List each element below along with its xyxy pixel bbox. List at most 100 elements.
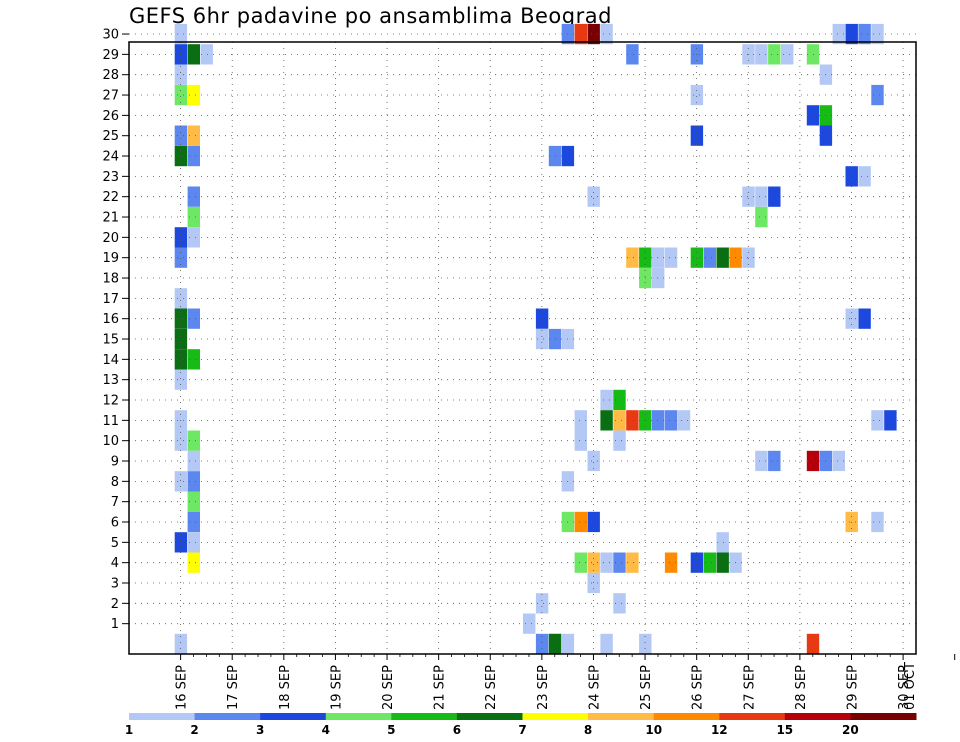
heatmap-cell	[716, 552, 729, 573]
heatmap-cell	[600, 552, 613, 573]
x-tick-label: 17 SEP	[226, 665, 241, 710]
heatmap-cell	[613, 593, 626, 614]
heatmap-cell	[187, 349, 200, 370]
heatmap-cell	[755, 186, 768, 207]
y-tick-label: 6	[111, 516, 119, 531]
heatmap-cell	[187, 125, 200, 146]
heatmap-cell	[716, 247, 729, 268]
heatmap-cell	[587, 552, 600, 573]
x-tick-label: 28 SEP	[794, 665, 809, 710]
heatmap-cell	[690, 125, 704, 146]
colorbar-swatch	[456, 713, 523, 720]
y-tick-label: 25	[102, 129, 119, 144]
heatmap-cell	[755, 206, 768, 228]
y-tick-label: 9	[111, 455, 119, 470]
y-tick-label: 27	[102, 89, 119, 104]
heatmap-cell	[187, 44, 200, 65]
heatmap-cell	[587, 450, 600, 472]
heatmap-cell	[677, 410, 691, 431]
x-tick-label: 30 SEP	[897, 665, 912, 710]
heatmap-cell	[174, 349, 188, 370]
heatmap-cell	[587, 23, 600, 45]
y-tick-label: 28	[102, 68, 119, 83]
heatmap-cell	[174, 247, 188, 268]
heatmap-cell	[884, 410, 897, 431]
colorbar-swatch	[719, 713, 786, 720]
heatmap-cell	[626, 410, 639, 431]
heatmap-cell	[613, 430, 626, 451]
heatmap-cell	[174, 633, 188, 655]
heatmap-cell	[600, 389, 613, 411]
colorbar-swatch	[260, 713, 327, 720]
heatmap-cell	[187, 471, 200, 492]
colorbar-label: 1	[125, 723, 133, 737]
y-tick-label: 19	[102, 251, 119, 266]
colorbar-label: 20	[842, 723, 859, 737]
y-tick-label: 2	[111, 597, 119, 612]
colorbar-label: 3	[256, 723, 264, 737]
heatmap-cell	[187, 532, 200, 553]
x-tick-label: 23 SEP	[536, 665, 551, 710]
heatmap-cell	[187, 308, 200, 329]
y-tick-label: 20	[102, 231, 119, 246]
heatmap-cell	[574, 430, 587, 451]
heatmap-cell	[574, 410, 587, 431]
heatmap-cell	[664, 247, 678, 268]
heatmap-cell	[174, 64, 188, 85]
heatmap-cell	[174, 328, 188, 350]
y-tick-label: 21	[102, 211, 119, 226]
heatmap-cell	[845, 511, 858, 533]
colorbar-label: 12	[711, 723, 728, 737]
heatmap-cell	[716, 532, 729, 553]
heatmap-cell	[548, 633, 562, 655]
heatmap-cell	[703, 247, 716, 268]
heatmap-cell	[174, 23, 188, 45]
x-tick-label: 27 SEP	[742, 665, 757, 710]
x-tick-label: 29 SEP	[845, 665, 860, 710]
heatmap-cell	[187, 206, 200, 228]
heatmap-cell	[574, 552, 587, 573]
heatmap-cell	[613, 389, 626, 411]
y-tick-label: 10	[102, 434, 119, 449]
x-tick-label: 16 SEP	[175, 665, 190, 710]
y-tick-label: 14	[102, 353, 119, 368]
heatmap-cell	[187, 450, 200, 472]
colorbar-label: 4	[322, 723, 330, 737]
colorbar-label: 5	[387, 723, 395, 737]
heatmap-cell	[858, 23, 871, 45]
x-tick-label: 21 SEP	[433, 665, 448, 710]
y-tick-label: 29	[102, 48, 119, 63]
y-tick-label: 24	[102, 150, 119, 165]
colorbar-swatch	[129, 713, 196, 720]
colorbar-swatch	[850, 713, 917, 720]
heatmap-cell	[768, 44, 781, 65]
heatmap-cell	[174, 84, 188, 106]
heatmap-cell	[574, 511, 587, 533]
y-tick-label: 22	[102, 190, 119, 205]
heatmap-cell	[845, 23, 858, 45]
heatmap-cell	[187, 145, 200, 167]
x-tick-label: 01 OCT	[903, 662, 918, 710]
colorbar-label: 7	[518, 723, 526, 737]
heatmap-cell	[174, 369, 188, 390]
heatmap-cell	[832, 450, 845, 472]
colorbar-label: 8	[584, 723, 592, 737]
heatmap-cell	[600, 633, 613, 655]
heatmap-cell	[690, 552, 704, 573]
plot-frame	[128, 41, 917, 655]
heatmap-cell	[664, 410, 678, 431]
colorbar-swatch	[522, 713, 589, 720]
colorbar: 1 2 3 4 5 6 7 8 10 12 15 20	[125, 713, 917, 737]
y-tick-label: 12	[102, 394, 119, 409]
heatmap-cell	[768, 450, 781, 472]
y-tick-label: 18	[102, 272, 119, 287]
y-tick-label: 7	[111, 495, 119, 510]
heatmap-cell	[200, 44, 213, 65]
heatmap-cell	[187, 186, 200, 207]
heatmap-cell	[535, 633, 549, 655]
heatmap-cell	[613, 552, 626, 573]
heatmap-cell	[535, 328, 549, 350]
heatmap-cell	[871, 23, 884, 45]
heatmap-cell	[652, 267, 665, 289]
heatmap-cell	[781, 44, 794, 65]
